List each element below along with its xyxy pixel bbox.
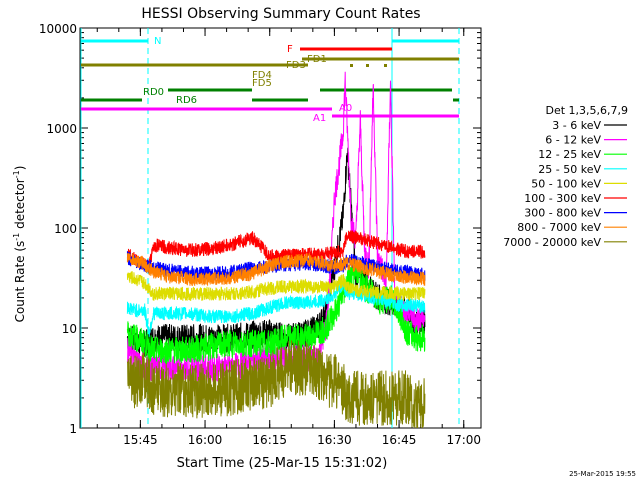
legend-label: 25 - 50 keV — [538, 163, 601, 176]
series-line — [126, 252, 426, 286]
y-tick-label: 10000 — [39, 22, 77, 36]
chart-title: HESSI Observing Summary Count Rates — [141, 6, 420, 22]
legend-title: Det 1,3,5,6,7,9 — [545, 104, 628, 117]
flag-label: N — [154, 36, 161, 47]
series-line — [126, 340, 426, 428]
x-tick-label: 17:00 — [446, 433, 481, 447]
y-tick-label: 1000 — [46, 122, 77, 136]
flag-label: RD6 — [176, 95, 197, 106]
series-line — [126, 271, 426, 302]
legend-label: 12 - 25 keV — [538, 148, 601, 161]
x-axis-label: Start Time (25-Mar-15 15:31:02) — [177, 456, 388, 471]
flag-label: FD3 — [286, 60, 306, 71]
x-tick-label: 16:45 — [382, 433, 417, 447]
plot-area: 1 10 100 1000 10000 15:45 16:00 16:15 16:30 16:45… — [39, 22, 482, 447]
legend-label: 300 - 800 keV — [524, 207, 601, 220]
x-tick-label: 15:45 — [123, 433, 158, 447]
y-axis-label: Count Rate (s-1 detector-1) — [12, 166, 27, 323]
x-tick-label: 16:15 — [252, 433, 287, 447]
y-tick-label: 10 — [62, 322, 77, 336]
y-tick-label: 100 — [54, 222, 77, 236]
flag-dot — [350, 64, 353, 67]
flag-dot — [384, 64, 387, 67]
legend-label: 6 - 12 keV — [545, 134, 601, 147]
legend-label: 3 - 6 keV — [552, 119, 601, 132]
flag-label: A1 — [313, 113, 326, 124]
legend-label: 7000 - 20000 keV — [503, 236, 601, 249]
y-tick-label: 1 — [69, 422, 77, 436]
flag-label: FD5 — [252, 78, 272, 89]
flag-label: RD0 — [143, 87, 164, 98]
flag-label: F — [287, 44, 293, 55]
flag-label: FD4 — [252, 70, 272, 81]
x-tick-label: 16:30 — [317, 433, 352, 447]
legend-label: 50 - 100 keV — [531, 177, 601, 190]
flag-dot — [366, 64, 369, 67]
legend-label: 800 - 7000 keV — [517, 221, 601, 234]
legend-label: 100 - 300 keV — [524, 192, 601, 205]
footer-date: 25-Mar-2015 19:55 — [569, 470, 636, 478]
series-line — [126, 255, 426, 365]
flag-label: A0 — [339, 103, 352, 114]
flag-label: FD1 — [307, 54, 327, 65]
x-tick-label: 16:00 — [188, 433, 223, 447]
